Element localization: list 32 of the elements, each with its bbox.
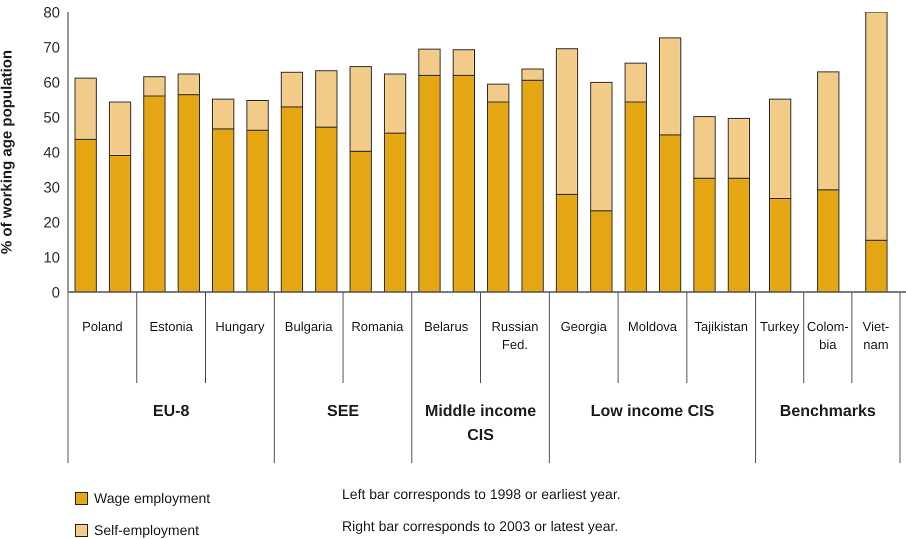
- legend-label: Wage employment: [94, 490, 210, 506]
- x-tick-label: Hungary: [215, 319, 265, 334]
- x-tick-label: Moldova: [628, 319, 678, 334]
- text: EU-8: [152, 403, 190, 420]
- text: Benchmarks: [780, 403, 876, 420]
- text: Left bar corresponds to 1998 or earliest year.: [342, 486, 621, 502]
- x-tick-label: Viet-nam: [862, 319, 890, 352]
- y-axis-title: % of working age population: [0, 50, 16, 254]
- y-tick-label: 40: [43, 144, 60, 162]
- x-tick-label: Tajikistan: [694, 319, 748, 334]
- x-tick-label: Belarus: [424, 319, 469, 334]
- text: Middle income CIS: [425, 403, 536, 444]
- x-tick-label: Turkey: [760, 319, 800, 334]
- y-tick-label: 30: [43, 179, 60, 196]
- x-tick-label: Romania: [351, 319, 404, 334]
- y-tick-label: 60: [43, 74, 60, 92]
- y-tick-label: 70: [43, 39, 60, 56]
- legend-label: Self-employment: [94, 522, 200, 538]
- x-tick-label: Estonia: [149, 319, 194, 334]
- x-tick-label: Russian Fed.: [491, 319, 538, 352]
- y-tick-label: 20: [43, 214, 60, 232]
- y-tick-label: 0: [52, 284, 60, 302]
- y-tick-label: 80: [43, 4, 60, 22]
- x-tick-label: Colom-bia: [806, 319, 849, 352]
- text: Low income CIS: [590, 403, 715, 420]
- x-tick-label: Georgia: [560, 319, 608, 334]
- y-tick-label: 50: [43, 109, 60, 126]
- x-tick-label: Bulgaria: [284, 319, 334, 334]
- text: SEE: [327, 403, 360, 420]
- y-tick-label: 10: [43, 249, 60, 266]
- text: Right bar corresponds to 2003 or latest year.: [342, 518, 618, 534]
- x-tick-label: Poland: [82, 319, 123, 334]
